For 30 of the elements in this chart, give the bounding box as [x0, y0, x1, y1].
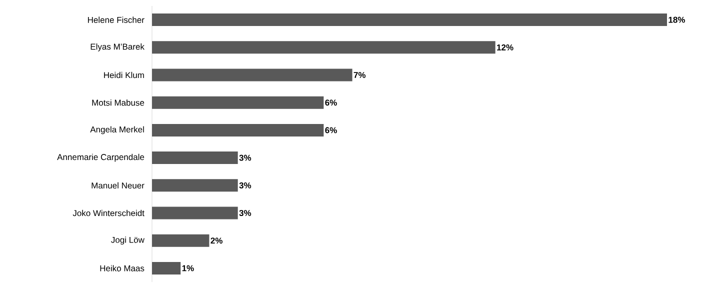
data-label: 6%	[325, 100, 337, 106]
bar	[152, 152, 238, 164]
data-label: 18%	[668, 16, 685, 23]
data-label: 1%	[182, 265, 194, 272]
data-label: 3%	[239, 154, 252, 161]
y-tick-label: Heiko Maas	[100, 265, 144, 272]
data-label: 6%	[325, 127, 337, 134]
bar	[152, 179, 238, 192]
bar	[152, 68, 352, 82]
y-tick-label: Motsi Mabuse	[92, 99, 144, 106]
data-label: 7%	[354, 72, 366, 78]
bar	[152, 262, 181, 274]
bar	[152, 14, 668, 26]
y-tick-label: Heidi Klum	[104, 72, 144, 78]
y-tick-label: Helene Fischer	[88, 16, 144, 23]
y-tick-label: Angela Merkel	[90, 126, 144, 134]
y-tick-label: Elyas M’Barek	[90, 43, 144, 52]
bar	[152, 96, 324, 109]
y-tick-label: Annemarie Carpendale	[57, 154, 144, 162]
bar	[152, 41, 496, 54]
data-label: 12%	[497, 44, 514, 50]
bar	[152, 234, 210, 247]
data-label: 2%	[210, 238, 222, 244]
y-tick-label: Jogi Löw	[111, 236, 144, 245]
y-tick-label: Joko Winterscheidt	[72, 210, 144, 216]
y-tick-label: Manuel Neuer	[92, 182, 144, 189]
data-label: 3%	[239, 182, 252, 188]
bar	[152, 124, 324, 136]
data-label: 3%	[239, 210, 252, 216]
bar	[152, 206, 238, 220]
